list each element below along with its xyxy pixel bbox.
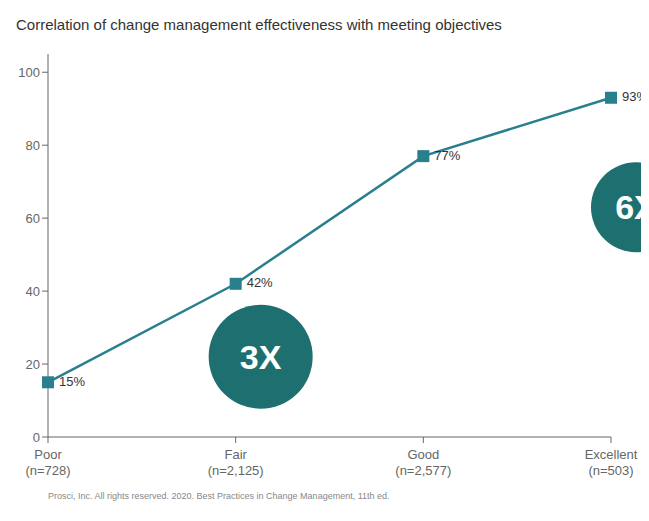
html-text:Prosci, Inc. All rights reserv: Prosci, Inc. All rights reserved. 2020. … <box>48 491 390 501</box>
svg-text:80: 80 <box>26 138 40 153</box>
svg-text:40: 40 <box>26 284 40 299</box>
svg-text:100: 100 <box>18 65 40 80</box>
svg-text:42%: 42% <box>247 275 273 290</box>
svg-text:Excellent(n=503): Excellent(n=503) <box>585 447 638 478</box>
svg-text:20: 20 <box>26 357 40 372</box>
svg-text:77%: 77% <box>434 148 460 163</box>
svg-text:Fair(n=2,125): Fair(n=2,125) <box>208 447 264 478</box>
html-text:Correlation of change manageme: Correlation of change management effecti… <box>16 16 502 33</box>
svg-text:0: 0 <box>33 430 40 445</box>
svg-text:15%: 15% <box>59 374 85 389</box>
svg-text:Good(n=2,577): Good(n=2,577) <box>395 447 451 478</box>
svg-text:60: 60 <box>26 211 40 226</box>
svg-text:6X: 6X <box>615 188 641 226</box>
svg-text:93%: 93% <box>622 89 641 104</box>
svg-text:3X: 3X <box>240 338 282 376</box>
svg-text:Poor(n=728): Poor(n=728) <box>25 447 70 478</box>
